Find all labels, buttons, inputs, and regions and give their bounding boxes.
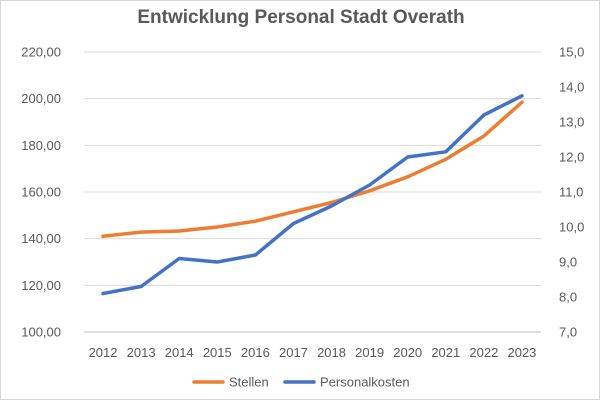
right-axis-ticks: 7,0 8,0 9,0 10,0 11,0 12,0 13,0 14,0 15,0	[559, 45, 584, 340]
x-tick-label: 2013	[127, 345, 156, 360]
x-tick-label: 2014	[165, 345, 194, 360]
y-left-tick-label: 200,00	[21, 91, 61, 106]
y-left-tick-label: 120,00	[21, 278, 61, 293]
x-axis-ticks: 2012 2013 2014 2015 2016 2017 2018 2019 2020 2021…	[89, 345, 537, 360]
y-right-tick-label: 9,0	[559, 255, 577, 270]
y-right-tick-label: 7,0	[559, 325, 577, 340]
gridlines	[84, 51, 541, 333]
x-tick-label: 2018	[317, 345, 346, 360]
chart-title: Entwicklung Personal Stadt Overath	[137, 7, 465, 28]
x-tick-label: 2016	[241, 345, 270, 360]
x-tick-label: 2012	[89, 345, 118, 360]
stellen-line	[101, 100, 524, 239]
x-tick-label: 2015	[203, 345, 232, 360]
y-left-tick-label: 180,00	[21, 138, 61, 153]
legend: Stellen Personalkosten	[192, 375, 410, 390]
y-right-tick-label: 14,0	[559, 80, 584, 95]
y-right-tick-label: 8,0	[559, 290, 577, 305]
y-left-tick-label: 160,00	[21, 185, 61, 200]
y-right-tick-label: 11,0	[559, 185, 583, 200]
x-tick-label: 2022	[469, 345, 498, 360]
y-left-tick-label: 220,00	[21, 45, 61, 60]
left-axis-ticks: 100,00 120,00 140,00 160,00 180,00 200,00 220,…	[21, 45, 61, 340]
y-right-tick-label: 13,0	[559, 115, 584, 130]
legend-label-personalkosten: Personalkosten	[320, 375, 410, 390]
y-right-tick-label: 10,0	[559, 220, 584, 235]
x-tick-label: 2021	[431, 345, 460, 360]
y-right-tick-label: 15,0	[559, 45, 584, 60]
personalkosten-line	[101, 94, 524, 296]
x-tick-label: 2017	[279, 345, 308, 360]
y-left-tick-label: 140,00	[21, 231, 61, 246]
legend-label-stellen: Stellen	[229, 375, 269, 390]
y-left-tick-label: 100,00	[21, 325, 61, 340]
x-tick-label: 2023	[507, 345, 536, 360]
series-lines	[101, 94, 524, 296]
x-tick-label: 2020	[393, 345, 422, 360]
x-tick-label: 2019	[355, 345, 384, 360]
y-right-tick-label: 12,0	[559, 150, 584, 165]
